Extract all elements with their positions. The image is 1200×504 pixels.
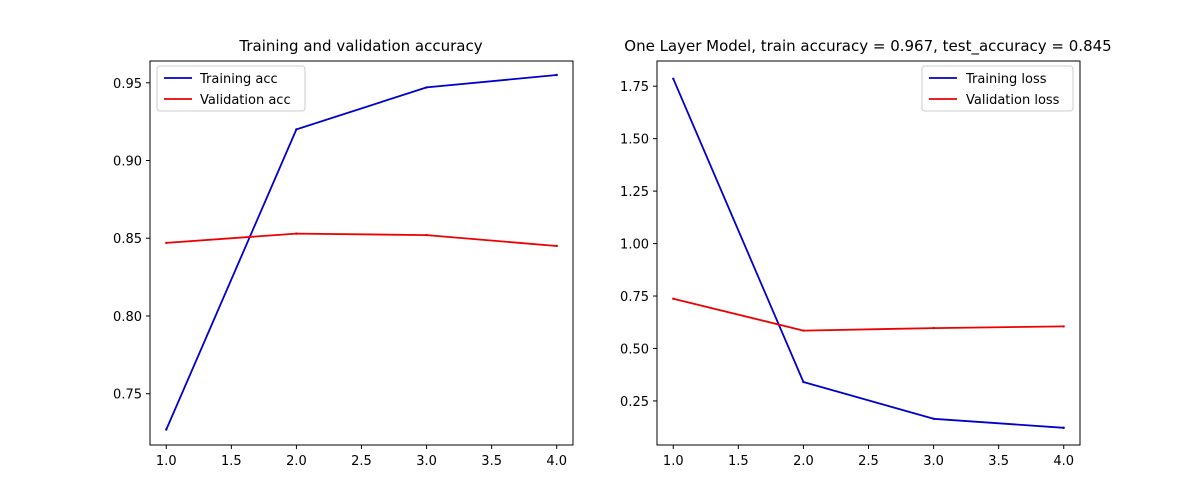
loss-x-tick-label: 3.5 xyxy=(988,454,1009,469)
data-point-validation-loss-4 xyxy=(1062,325,1065,328)
loss-series-layer xyxy=(672,77,1065,429)
data-point-validation-loss-2 xyxy=(802,329,805,332)
accuracy-series-layer xyxy=(165,73,558,431)
data-point-validation-acc-2 xyxy=(295,232,298,235)
accuracy-x-tick-label: 1.5 xyxy=(221,454,242,469)
series-line-training-loss xyxy=(672,78,1064,429)
loss-x-tick-label: 2.0 xyxy=(793,454,814,469)
data-point-training-acc-2 xyxy=(295,128,298,131)
loss-legend: Training loss Validation loss xyxy=(921,65,1074,112)
accuracy-y-tick-label: 0.95 xyxy=(113,77,142,92)
loss-chart: One Layer Model, train accuracy = 0.967,… xyxy=(620,37,1112,469)
accuracy-x-tick-label: 3.5 xyxy=(481,454,502,469)
accuracy-y-tick-label: 0.80 xyxy=(113,310,142,325)
loss-y-tick-label: 1.50 xyxy=(620,133,649,148)
accuracy-chart-title: Training and validation accuracy xyxy=(238,37,482,55)
data-point-training-loss-1 xyxy=(672,77,675,81)
accuracy-x-tick-label: 3.0 xyxy=(416,454,437,469)
loss-y-tick-label: 0.25 xyxy=(620,395,649,410)
data-point-training-loss-2 xyxy=(802,380,805,384)
accuracy-legend: Training acc Validation acc xyxy=(156,65,306,112)
data-point-training-acc-1 xyxy=(165,428,168,431)
loss-x-tick-label: 3.0 xyxy=(923,454,944,469)
accuracy-legend-box xyxy=(156,65,306,112)
legend-label-training-acc: Training acc xyxy=(199,72,278,87)
loss-y-tick-label: 0.50 xyxy=(620,342,649,357)
loss-y-tick-label: 1.25 xyxy=(620,185,649,200)
data-point-validation-acc-4 xyxy=(555,244,558,248)
loss-chart-title: One Layer Model, train accuracy = 0.967,… xyxy=(624,37,1111,56)
accuracy-chart: Training and validation accuracy 1.0 1.5 2… xyxy=(113,37,574,469)
data-point-training-loss-3 xyxy=(932,417,935,420)
loss-x-tick-label: 4.0 xyxy=(1053,454,1074,469)
loss-legend-box xyxy=(921,65,1074,112)
data-point-validation-loss-3 xyxy=(932,326,935,330)
series-line-validation-loss xyxy=(673,297,1064,332)
legend-label-validation-loss: Validation loss xyxy=(966,93,1060,108)
data-point-training-acc-4 xyxy=(555,73,558,77)
loss-x-tick-label: 1.0 xyxy=(663,454,684,469)
data-point-training-loss-4 xyxy=(1062,426,1065,429)
legend-label-training-loss: Training loss xyxy=(965,72,1047,87)
accuracy-x-tick-label: 2.5 xyxy=(351,454,372,469)
loss-y-tick-label: 0.75 xyxy=(620,290,649,305)
accuracy-x-tick-label: 2.0 xyxy=(286,454,307,469)
loss-y-tick-label: 1.00 xyxy=(620,238,649,253)
accuracy-x-tick-label: 4.0 xyxy=(546,454,567,469)
accuracy-x-tick-label: 1.0 xyxy=(156,454,177,469)
loss-x-tick-label: 1.5 xyxy=(728,454,749,469)
data-point-training-acc-3 xyxy=(425,86,428,89)
loss-y-tick-label: 1.75 xyxy=(620,80,649,95)
data-point-validation-acc-1 xyxy=(165,241,168,245)
data-point-validation-loss-1 xyxy=(672,297,675,300)
accuracy-y-tick-label: 0.90 xyxy=(113,154,142,169)
accuracy-y-tick-label: 0.85 xyxy=(113,232,142,247)
accuracy-y-tick-label: 0.75 xyxy=(113,388,142,403)
series-line-training-acc xyxy=(165,74,557,430)
loss-x-tick-label: 2.5 xyxy=(858,454,879,469)
data-point-validation-acc-3 xyxy=(425,233,428,237)
loss-axes: 1.0 1.5 2.0 2.5 3.0 3.5 4.0 0.25 0.50 0.75 1.00 1.2… xyxy=(620,60,1081,469)
series-line-validation-acc xyxy=(166,232,557,247)
accuracy-axes: 1.0 1.5 2.0 2.5 3.0 3.5 4.0 0.75 0.80 0.85 0.90 0.9… xyxy=(113,60,574,469)
legend-label-validation-acc: Validation acc xyxy=(200,93,291,108)
